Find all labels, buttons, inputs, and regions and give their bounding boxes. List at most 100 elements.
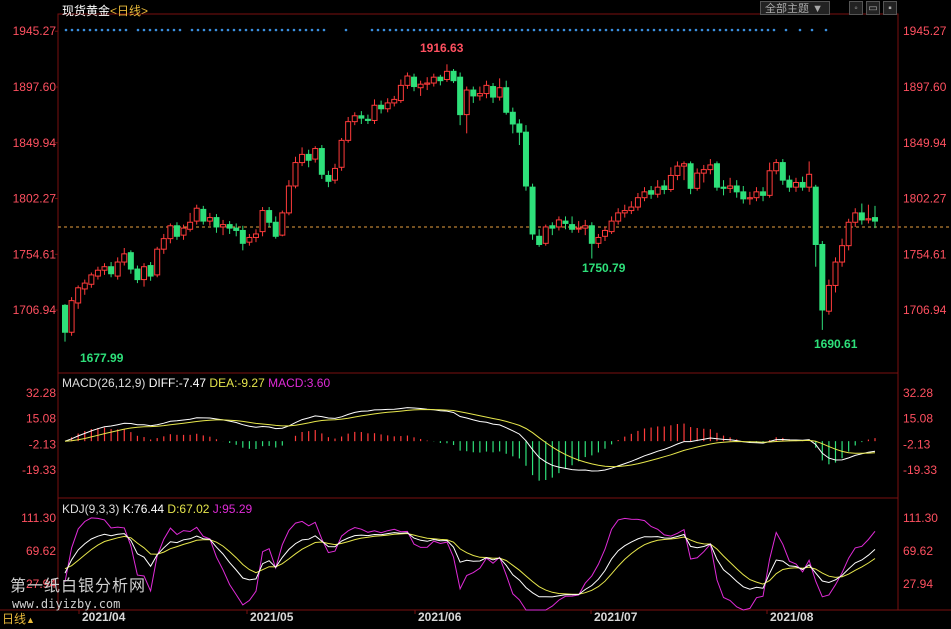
signal-dot (799, 29, 802, 32)
signal-dot (533, 29, 536, 32)
candle-body (148, 266, 153, 277)
candle-body (109, 267, 114, 274)
signal-dot (443, 29, 446, 32)
watermark-url: www.diyizby.com (12, 597, 120, 611)
annotation-high: 1916.63 (420, 41, 464, 55)
price-axis-label-left: 1754.61 (13, 247, 57, 261)
candle-body (234, 228, 239, 230)
signal-dot (251, 29, 254, 32)
candle-body (326, 175, 331, 181)
macd-diff: DIFF:-7.47 (149, 376, 206, 390)
signal-dot (569, 29, 572, 32)
restore-icon[interactable]: ▭ (866, 1, 880, 15)
candle-body (161, 239, 166, 250)
price-axis-label-right: 1945.27 (903, 24, 947, 38)
period-next-arrow[interactable]: > (141, 4, 148, 18)
signal-dot (593, 29, 596, 32)
signal-dot (635, 29, 638, 32)
candle-body (464, 90, 469, 115)
signal-dot (605, 29, 608, 32)
signal-dot (77, 29, 80, 32)
candle-body (115, 262, 120, 276)
signal-dot (287, 29, 290, 32)
price-axis-label-right: 1802.27 (903, 192, 947, 206)
candle-body (649, 191, 654, 195)
signal-dot (215, 29, 218, 32)
candle-body (662, 186, 667, 190)
candle-body (273, 222, 278, 236)
signal-dot (761, 29, 764, 32)
candle-body (412, 77, 417, 86)
candle-body (543, 227, 548, 243)
candle-body (622, 211, 627, 213)
candle-body (655, 187, 660, 194)
candle-body (227, 225, 232, 229)
candle-body (352, 116, 357, 122)
signal-dot (485, 29, 488, 32)
candle-body (82, 283, 87, 289)
signal-dot (155, 29, 158, 32)
signal-dot (629, 29, 632, 32)
macd-dea-line (65, 410, 875, 467)
candle-body (873, 218, 878, 222)
candle-body (616, 213, 621, 221)
candle-body (603, 230, 608, 236)
macd-axis-label-right: -2.13 (903, 437, 931, 451)
signal-dot (617, 29, 620, 32)
macd-dif-line (65, 408, 875, 471)
candle-body (596, 237, 601, 243)
kdj-legend: KDJ(9,3,3) K:76.44 D:67.02 J:95.29 (62, 502, 252, 516)
signal-dot (479, 29, 482, 32)
signal-dot (581, 29, 584, 32)
candle-body (767, 171, 772, 196)
candle-body (207, 218, 212, 222)
candle-body (635, 198, 640, 207)
instrument-name: 现货黄金 (62, 4, 110, 18)
candle-body (379, 105, 384, 109)
candle-body (425, 83, 430, 84)
candle-body (267, 211, 272, 223)
close-icon[interactable]: ▪ (883, 1, 897, 15)
signal-dot (515, 29, 518, 32)
period-prev-arrow[interactable]: < (110, 4, 117, 18)
signal-dot (677, 29, 680, 32)
kdj-axis-label-right: 27.94 (903, 577, 933, 591)
macd-axis-label-right: 32.28 (903, 386, 933, 400)
signal-dot (641, 29, 644, 32)
kdj-j: J:95.29 (213, 502, 252, 516)
candle-body (260, 211, 265, 232)
signal-dot (233, 29, 236, 32)
candle-body (813, 187, 818, 244)
candle-body (398, 85, 403, 100)
signal-dot (557, 29, 560, 32)
signal-dot (71, 29, 74, 32)
macd-value: MACD:3.60 (268, 376, 330, 390)
signal-dot (497, 29, 500, 32)
price-axis-label-right: 1897.60 (903, 80, 947, 94)
kdj-k: K:76.44 (123, 502, 164, 516)
time-axis-label: 2021/07 (594, 610, 638, 624)
candle-body (563, 221, 568, 223)
signal-dot (611, 29, 614, 32)
candle-body (168, 226, 173, 239)
candle-body (866, 219, 871, 220)
signal-dot (119, 29, 122, 32)
macd-axis-label-right: 15.08 (903, 412, 933, 426)
signal-dot (167, 29, 170, 32)
timeframe-tab[interactable]: 日线▲ (2, 610, 35, 627)
time-axis-label: 2021/08 (770, 610, 814, 624)
candle-body (537, 236, 542, 244)
signal-dot (311, 29, 314, 32)
theme-select-button[interactable]: 全部主题 ▼ (760, 1, 830, 15)
candle-body (747, 198, 752, 199)
minimize-icon[interactable]: ◦ (849, 1, 863, 15)
kdj-axis-label-left: 111.30 (21, 511, 56, 525)
macd-name: MACD(26,12,9) (62, 376, 145, 390)
signal-dot (755, 29, 758, 32)
candle-body (761, 192, 766, 196)
macd-axis-label-left: 15.08 (26, 412, 56, 426)
candle-body (780, 163, 785, 181)
signal-dot (425, 29, 428, 32)
candle-body (365, 119, 370, 120)
